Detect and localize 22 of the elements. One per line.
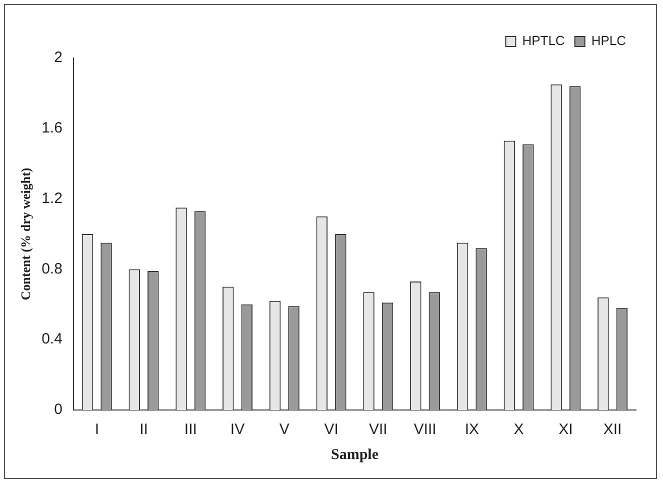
x-tick-label: XII bbox=[603, 421, 622, 438]
x-tick-label: XI bbox=[558, 421, 573, 438]
x-tick-label: X bbox=[514, 421, 524, 438]
x-tick-label: IX bbox=[464, 421, 480, 438]
y-tick-label: 2 bbox=[54, 49, 62, 66]
legend-label: HPLC bbox=[591, 33, 626, 48]
x-axis-title: Sample bbox=[330, 446, 379, 463]
x-tick-label: V bbox=[279, 421, 290, 438]
y-tick-label: 1.2 bbox=[42, 190, 62, 207]
x-tick-label: VI bbox=[324, 421, 338, 438]
x-tick-label: III bbox=[184, 421, 197, 438]
x-tick-label: II bbox=[140, 421, 148, 438]
y-tick-label: 1.6 bbox=[42, 120, 62, 137]
x-tick-label: IV bbox=[230, 421, 245, 438]
legend-label: HPTLC bbox=[522, 33, 565, 48]
y-axis-title: Content (% dry weight) bbox=[18, 168, 34, 300]
y-tick-label: 0 bbox=[54, 401, 62, 418]
x-tick-label: VII bbox=[368, 421, 388, 438]
y-tick-label: 0.4 bbox=[42, 330, 62, 348]
x-tick-label: I bbox=[94, 421, 99, 438]
x-tick-label: VIII bbox=[414, 421, 436, 438]
y-tick-label: 0.8 bbox=[42, 260, 62, 278]
